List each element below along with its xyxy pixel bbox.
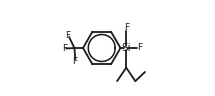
Text: F: F xyxy=(72,57,77,66)
Text: Si: Si xyxy=(121,43,131,53)
Text: F: F xyxy=(62,44,67,53)
Text: F: F xyxy=(137,43,143,53)
Text: F: F xyxy=(65,31,70,40)
Text: F: F xyxy=(124,23,129,32)
